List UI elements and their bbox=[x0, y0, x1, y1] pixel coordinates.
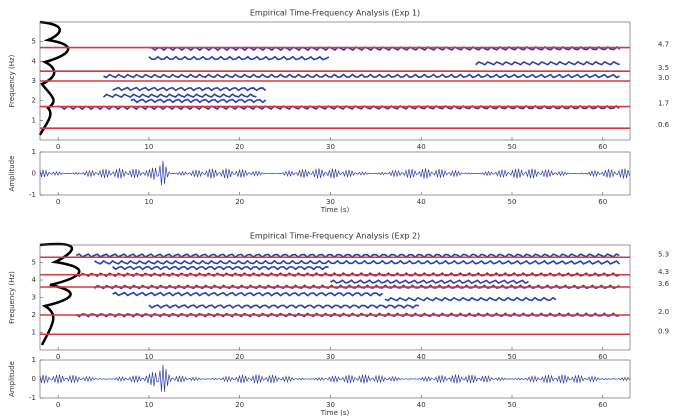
y-tick-label: 0 bbox=[32, 375, 36, 383]
y-axis-label: Frequency (Hz) bbox=[8, 271, 16, 324]
y-tick-label: -1 bbox=[29, 394, 36, 402]
x-tick-label: 40 bbox=[417, 198, 426, 206]
density-curve bbox=[39, 242, 81, 346]
x-tick-label: 10 bbox=[144, 198, 153, 206]
x-tick-label: 10 bbox=[144, 353, 153, 361]
x-tick-label: 30 bbox=[326, 353, 335, 361]
y-tick-label: 0 bbox=[32, 170, 36, 178]
reference-label: 3.5 bbox=[658, 64, 669, 72]
x-tick-label: 20 bbox=[235, 353, 244, 361]
waveform bbox=[39, 160, 630, 186]
y-tick-label: 4 bbox=[32, 57, 37, 65]
frequency-band bbox=[330, 279, 529, 285]
frequency-band bbox=[112, 291, 384, 297]
reference-label: 2.0 bbox=[658, 308, 669, 316]
x-tick-label: 60 bbox=[598, 401, 607, 409]
y-tick-label: 5 bbox=[32, 259, 36, 267]
frequency-band bbox=[94, 259, 621, 265]
x-axis-label: Time (s) bbox=[320, 409, 350, 416]
x-tick-label: 30 bbox=[326, 401, 335, 409]
y-axis-label: Amplitude bbox=[8, 361, 16, 397]
x-tick-label: 60 bbox=[598, 143, 607, 151]
frequency-band bbox=[112, 265, 329, 271]
reference-label: 4.7 bbox=[658, 41, 669, 49]
x-tick-label: 20 bbox=[235, 143, 244, 151]
x-axis-label: Time (s) bbox=[320, 206, 350, 214]
x-tick-label: 0 bbox=[56, 401, 60, 409]
reference-label: 0.9 bbox=[658, 327, 669, 335]
y-tick-label: -1 bbox=[29, 191, 36, 199]
y-tick-label: 1 bbox=[32, 356, 36, 364]
frequency-band bbox=[148, 55, 330, 61]
x-tick-label: 20 bbox=[235, 198, 244, 206]
frequency-band bbox=[102, 93, 257, 99]
x-tick-label: 10 bbox=[144, 401, 153, 409]
reference-label: 3.0 bbox=[658, 74, 669, 82]
x-tick-label: 40 bbox=[417, 143, 426, 151]
y-axis-label: Amplitude bbox=[8, 156, 16, 192]
y-tick-label: 5 bbox=[32, 38, 36, 46]
panel-title: Empirical Time-Frequency Analysis (Exp 1… bbox=[250, 9, 420, 18]
y-axis-label: Frequency (Hz) bbox=[8, 54, 16, 107]
x-tick-label: 50 bbox=[508, 353, 517, 361]
y-tick-label: 1 bbox=[32, 329, 36, 337]
x-tick-label: 0 bbox=[56, 353, 60, 361]
reference-label: 1.7 bbox=[658, 100, 669, 108]
x-tick-label: 30 bbox=[326, 198, 335, 206]
x-tick-label: 50 bbox=[508, 143, 517, 151]
x-tick-label: 20 bbox=[235, 401, 244, 409]
waveform bbox=[39, 364, 630, 392]
y-tick-label: 2 bbox=[32, 97, 36, 105]
x-tick-label: 10 bbox=[144, 143, 153, 151]
x-tick-label: 60 bbox=[598, 198, 607, 206]
frequency-band bbox=[130, 98, 267, 104]
panel-title: Empirical Time-Frequency Analysis (Exp 2… bbox=[250, 232, 420, 241]
frequency-band bbox=[475, 60, 620, 66]
x-tick-label: 0 bbox=[56, 143, 60, 151]
x-tick-label: 30 bbox=[326, 143, 335, 151]
reference-label: 5.3 bbox=[658, 250, 669, 258]
x-tick-label: 50 bbox=[508, 198, 517, 206]
reference-label: 4.3 bbox=[658, 268, 669, 276]
x-tick-label: 40 bbox=[417, 353, 426, 361]
x-tick-label: 60 bbox=[598, 353, 607, 361]
reference-label: 0.6 bbox=[658, 121, 670, 129]
x-tick-label: 50 bbox=[508, 401, 517, 409]
y-tick-label: 1 bbox=[32, 148, 36, 156]
x-tick-label: 0 bbox=[56, 198, 60, 206]
density-curve bbox=[38, 20, 70, 136]
y-tick-label: 4 bbox=[32, 276, 37, 284]
y-tick-label: 2 bbox=[32, 311, 36, 319]
frequency-band bbox=[148, 304, 420, 309]
y-tick-label: 3 bbox=[32, 77, 36, 85]
frequency-band bbox=[112, 86, 267, 92]
x-tick-label: 40 bbox=[417, 401, 426, 409]
y-tick-label: 3 bbox=[32, 294, 36, 302]
frequency-band bbox=[384, 296, 557, 302]
frequency-band bbox=[75, 253, 620, 259]
reference-label: 3.6 bbox=[658, 280, 670, 288]
y-tick-label: 1 bbox=[32, 116, 36, 124]
frequency-band bbox=[103, 73, 620, 79]
